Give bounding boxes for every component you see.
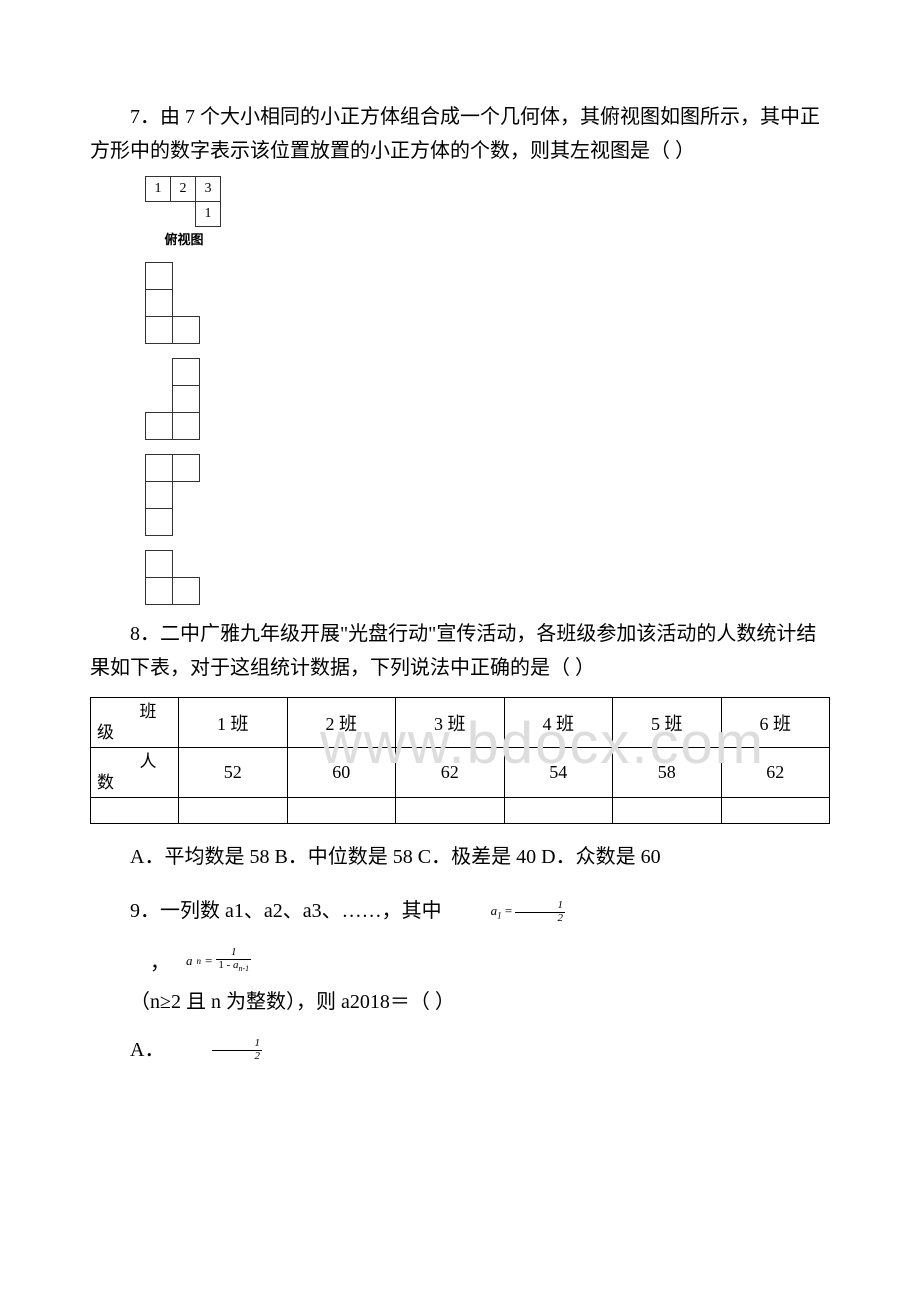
q9-lead-text: 9．一列数 a1、a2、a3、……，其中 — [130, 900, 442, 922]
tv-cell-0-0: 1 — [145, 176, 171, 202]
table-row: 人数 52 60 62 54 58 62 — [91, 748, 830, 798]
formula-a1: a1 = 12 — [451, 900, 565, 924]
table-cell: 6 班 — [721, 698, 830, 748]
q9-line1: 9．一列数 a1、a2、a3、……，其中 a1 = 12 — [90, 894, 830, 928]
q7-option-d-shape — [145, 550, 830, 605]
tv-cell-0-2: 3 — [195, 176, 221, 202]
topview-label: 俯视图 — [145, 229, 223, 248]
table-cell: 3 班 — [396, 698, 505, 748]
leading-comma: ， — [150, 946, 170, 975]
q7-option-a-shape — [145, 262, 830, 344]
q7-topview-figure: 1 2 3 1 俯视图 — [145, 176, 225, 248]
table-cell: 54 — [504, 748, 613, 798]
table-row: 班级 1 班 2 班 3 班 4 班 5 班 6 班 — [91, 698, 830, 748]
row-header-class: 班级 — [91, 698, 179, 748]
formula-an: ， an = 1 1 - an-1 — [150, 946, 830, 975]
tv-spacer — [145, 201, 171, 227]
table-cell: 4 班 — [504, 698, 613, 748]
q7-option-b-shape — [145, 358, 830, 440]
q8-options: A．平均数是 58 B．中位数是 58 C．极差是 40 D．众数是 60 — [90, 840, 830, 874]
q7-option-c-shape — [145, 454, 830, 536]
q9-option-a: A． 12 — [90, 1033, 830, 1067]
row-header-count: 人数 — [91, 748, 179, 798]
table-cell: 62 — [396, 748, 505, 798]
table-cell: 60 — [287, 748, 396, 798]
table-cell: 5 班 — [613, 698, 722, 748]
q9-line2: （n≥2 且 n 为整数），则 a2018＝（ ） — [90, 985, 830, 1019]
q8-text: 8．二中广雅九年级开展"光盘行动"宣传活动，各班级参加该活动的人数统计结果如下表… — [90, 617, 830, 685]
table-cell: 52 — [179, 748, 288, 798]
tv-cell-0-1: 2 — [170, 176, 196, 202]
table-cell: 2 班 — [287, 698, 396, 748]
table-cell: 1 班 — [179, 698, 288, 748]
table-cell: 62 — [721, 748, 830, 798]
tv-cell-1-2: 1 — [195, 201, 221, 227]
q8-table: 班级 1 班 2 班 3 班 4 班 5 班 6 班 人数 52 60 62 5… — [90, 697, 830, 824]
blank-cell — [91, 798, 179, 824]
q7-text: 7．由 7 个大小相同的小正方体组合成一个几何体，其俯视图如图所示，其中正方形中… — [90, 100, 830, 168]
table-cell: 58 — [613, 748, 722, 798]
tv-spacer — [170, 201, 196, 227]
table-row — [91, 798, 830, 824]
